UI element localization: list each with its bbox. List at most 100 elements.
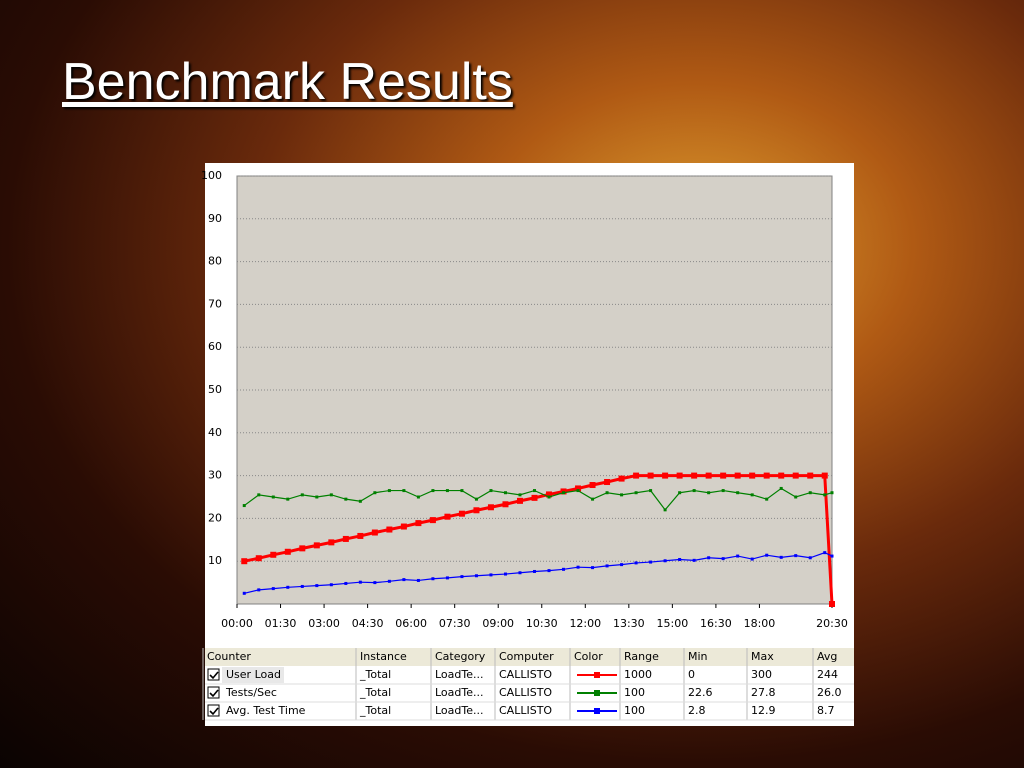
counter-name: Tests/Sec — [225, 686, 277, 699]
marker — [531, 494, 538, 501]
color-sample-marker — [594, 708, 600, 714]
table-cell: 27.8 — [751, 686, 776, 699]
table-cell: 1000 — [624, 668, 652, 681]
marker — [794, 554, 798, 558]
marker — [387, 579, 391, 583]
y-tick-label: 20 — [208, 511, 222, 524]
marker — [705, 472, 712, 479]
marker — [792, 472, 799, 479]
marker — [300, 493, 304, 497]
marker — [720, 472, 727, 479]
column-header: Min — [688, 650, 708, 663]
table-cell: _Total — [359, 704, 391, 717]
marker — [489, 489, 493, 493]
marker — [533, 489, 536, 493]
table-cell: 12.9 — [751, 704, 776, 717]
column-header: Avg — [817, 650, 837, 663]
marker — [474, 574, 478, 578]
marker — [300, 584, 304, 588]
marker — [402, 578, 406, 582]
table-cell: CALLISTO — [499, 686, 552, 699]
y-tick-label: 10 — [208, 554, 222, 567]
checkbox[interactable] — [207, 686, 220, 699]
marker — [633, 472, 640, 479]
marker — [329, 493, 333, 497]
marker — [533, 569, 536, 573]
marker — [634, 561, 638, 565]
marker — [750, 557, 754, 561]
x-tick-label: 01:30 — [265, 617, 297, 630]
counter-name: Avg. Test Time — [226, 704, 306, 717]
column-header: Computer — [499, 650, 554, 663]
checkmark — [209, 689, 219, 698]
marker — [358, 580, 362, 584]
checkbox[interactable] — [207, 704, 220, 717]
marker — [299, 545, 306, 552]
table-cell: 100 — [624, 704, 645, 717]
marker — [736, 491, 740, 495]
y-tick-label: 80 — [208, 255, 222, 268]
column-header: Counter — [207, 650, 251, 663]
marker — [400, 523, 407, 530]
marker — [765, 497, 769, 501]
marker — [444, 513, 451, 520]
marker — [821, 472, 828, 479]
marker — [605, 491, 609, 495]
marker — [315, 495, 319, 499]
marker — [257, 493, 261, 497]
marker — [589, 482, 596, 489]
marker — [445, 576, 449, 580]
marker — [547, 569, 551, 573]
marker — [721, 489, 725, 493]
checkbox[interactable] — [207, 668, 220, 681]
marker — [591, 497, 595, 501]
x-tick-label: 03:00 — [308, 617, 340, 630]
y-tick-label: 100 — [201, 169, 222, 182]
series-line — [243, 487, 833, 511]
marker — [807, 472, 814, 479]
marker — [547, 495, 551, 499]
y-tick-label: 40 — [208, 426, 222, 439]
marker — [329, 583, 333, 587]
marker — [676, 472, 683, 479]
marker — [503, 491, 507, 495]
marker — [518, 493, 522, 497]
marker — [562, 491, 566, 495]
marker — [823, 551, 827, 555]
marker — [386, 526, 393, 533]
marker — [749, 472, 756, 479]
marker — [663, 559, 667, 563]
marker — [518, 571, 522, 575]
marker — [344, 497, 348, 501]
table-cell: 26.0 — [817, 686, 842, 699]
y-tick-label: 60 — [208, 340, 222, 353]
marker — [241, 558, 248, 565]
x-tick-label: 18:00 — [744, 617, 776, 630]
x-tick-label: 00:00 — [221, 617, 253, 630]
y-tick-label: 90 — [208, 212, 222, 225]
marker — [286, 497, 290, 501]
marker — [692, 558, 696, 562]
color-sample-marker — [594, 672, 600, 678]
marker — [516, 497, 523, 504]
marker — [445, 489, 449, 493]
marker — [576, 565, 580, 569]
marker — [618, 475, 625, 482]
x-tick-label: 10:30 — [526, 617, 558, 630]
x-tick-label: 07:30 — [439, 617, 471, 630]
marker — [823, 493, 827, 497]
x-tick-label: 04:30 — [352, 617, 384, 630]
marker — [634, 491, 638, 495]
marker — [415, 520, 422, 527]
x-tick-label: 13:30 — [613, 617, 645, 630]
marker — [373, 491, 377, 495]
table-cell: 244 — [817, 668, 838, 681]
table-cell: 100 — [624, 686, 645, 699]
marker — [473, 507, 480, 514]
x-tick-label: 16:30 — [700, 617, 732, 630]
column-header: Instance — [360, 650, 407, 663]
x-tick-label: 09:00 — [482, 617, 514, 630]
marker — [662, 472, 669, 479]
marker — [830, 554, 834, 558]
table-cell: LoadTe... — [435, 686, 484, 699]
